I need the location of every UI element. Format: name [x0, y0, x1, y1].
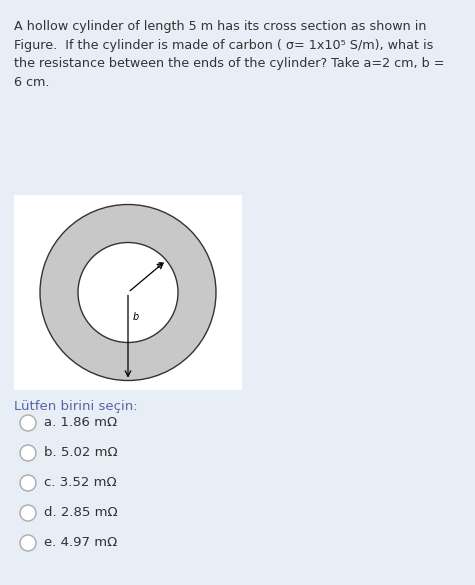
- FancyBboxPatch shape: [14, 195, 242, 390]
- Text: b. 5.02 mΩ: b. 5.02 mΩ: [44, 446, 118, 459]
- Text: Lütfen birini seçin:: Lütfen birini seçin:: [14, 400, 138, 413]
- Text: c. 3.52 mΩ: c. 3.52 mΩ: [44, 477, 117, 490]
- Text: a: a: [157, 260, 163, 270]
- Circle shape: [20, 475, 36, 491]
- Circle shape: [20, 505, 36, 521]
- Text: e. 4.97 mΩ: e. 4.97 mΩ: [44, 536, 117, 549]
- Text: a. 1.86 mΩ: a. 1.86 mΩ: [44, 417, 117, 429]
- Circle shape: [20, 535, 36, 551]
- Circle shape: [78, 243, 178, 342]
- Text: A hollow cylinder of length 5 m has its cross section as shown in
Figure.  If th: A hollow cylinder of length 5 m has its …: [14, 20, 445, 88]
- Circle shape: [20, 415, 36, 431]
- Text: d. 2.85 mΩ: d. 2.85 mΩ: [44, 507, 118, 519]
- Circle shape: [20, 445, 36, 461]
- Circle shape: [40, 205, 216, 380]
- Text: b: b: [133, 312, 139, 322]
